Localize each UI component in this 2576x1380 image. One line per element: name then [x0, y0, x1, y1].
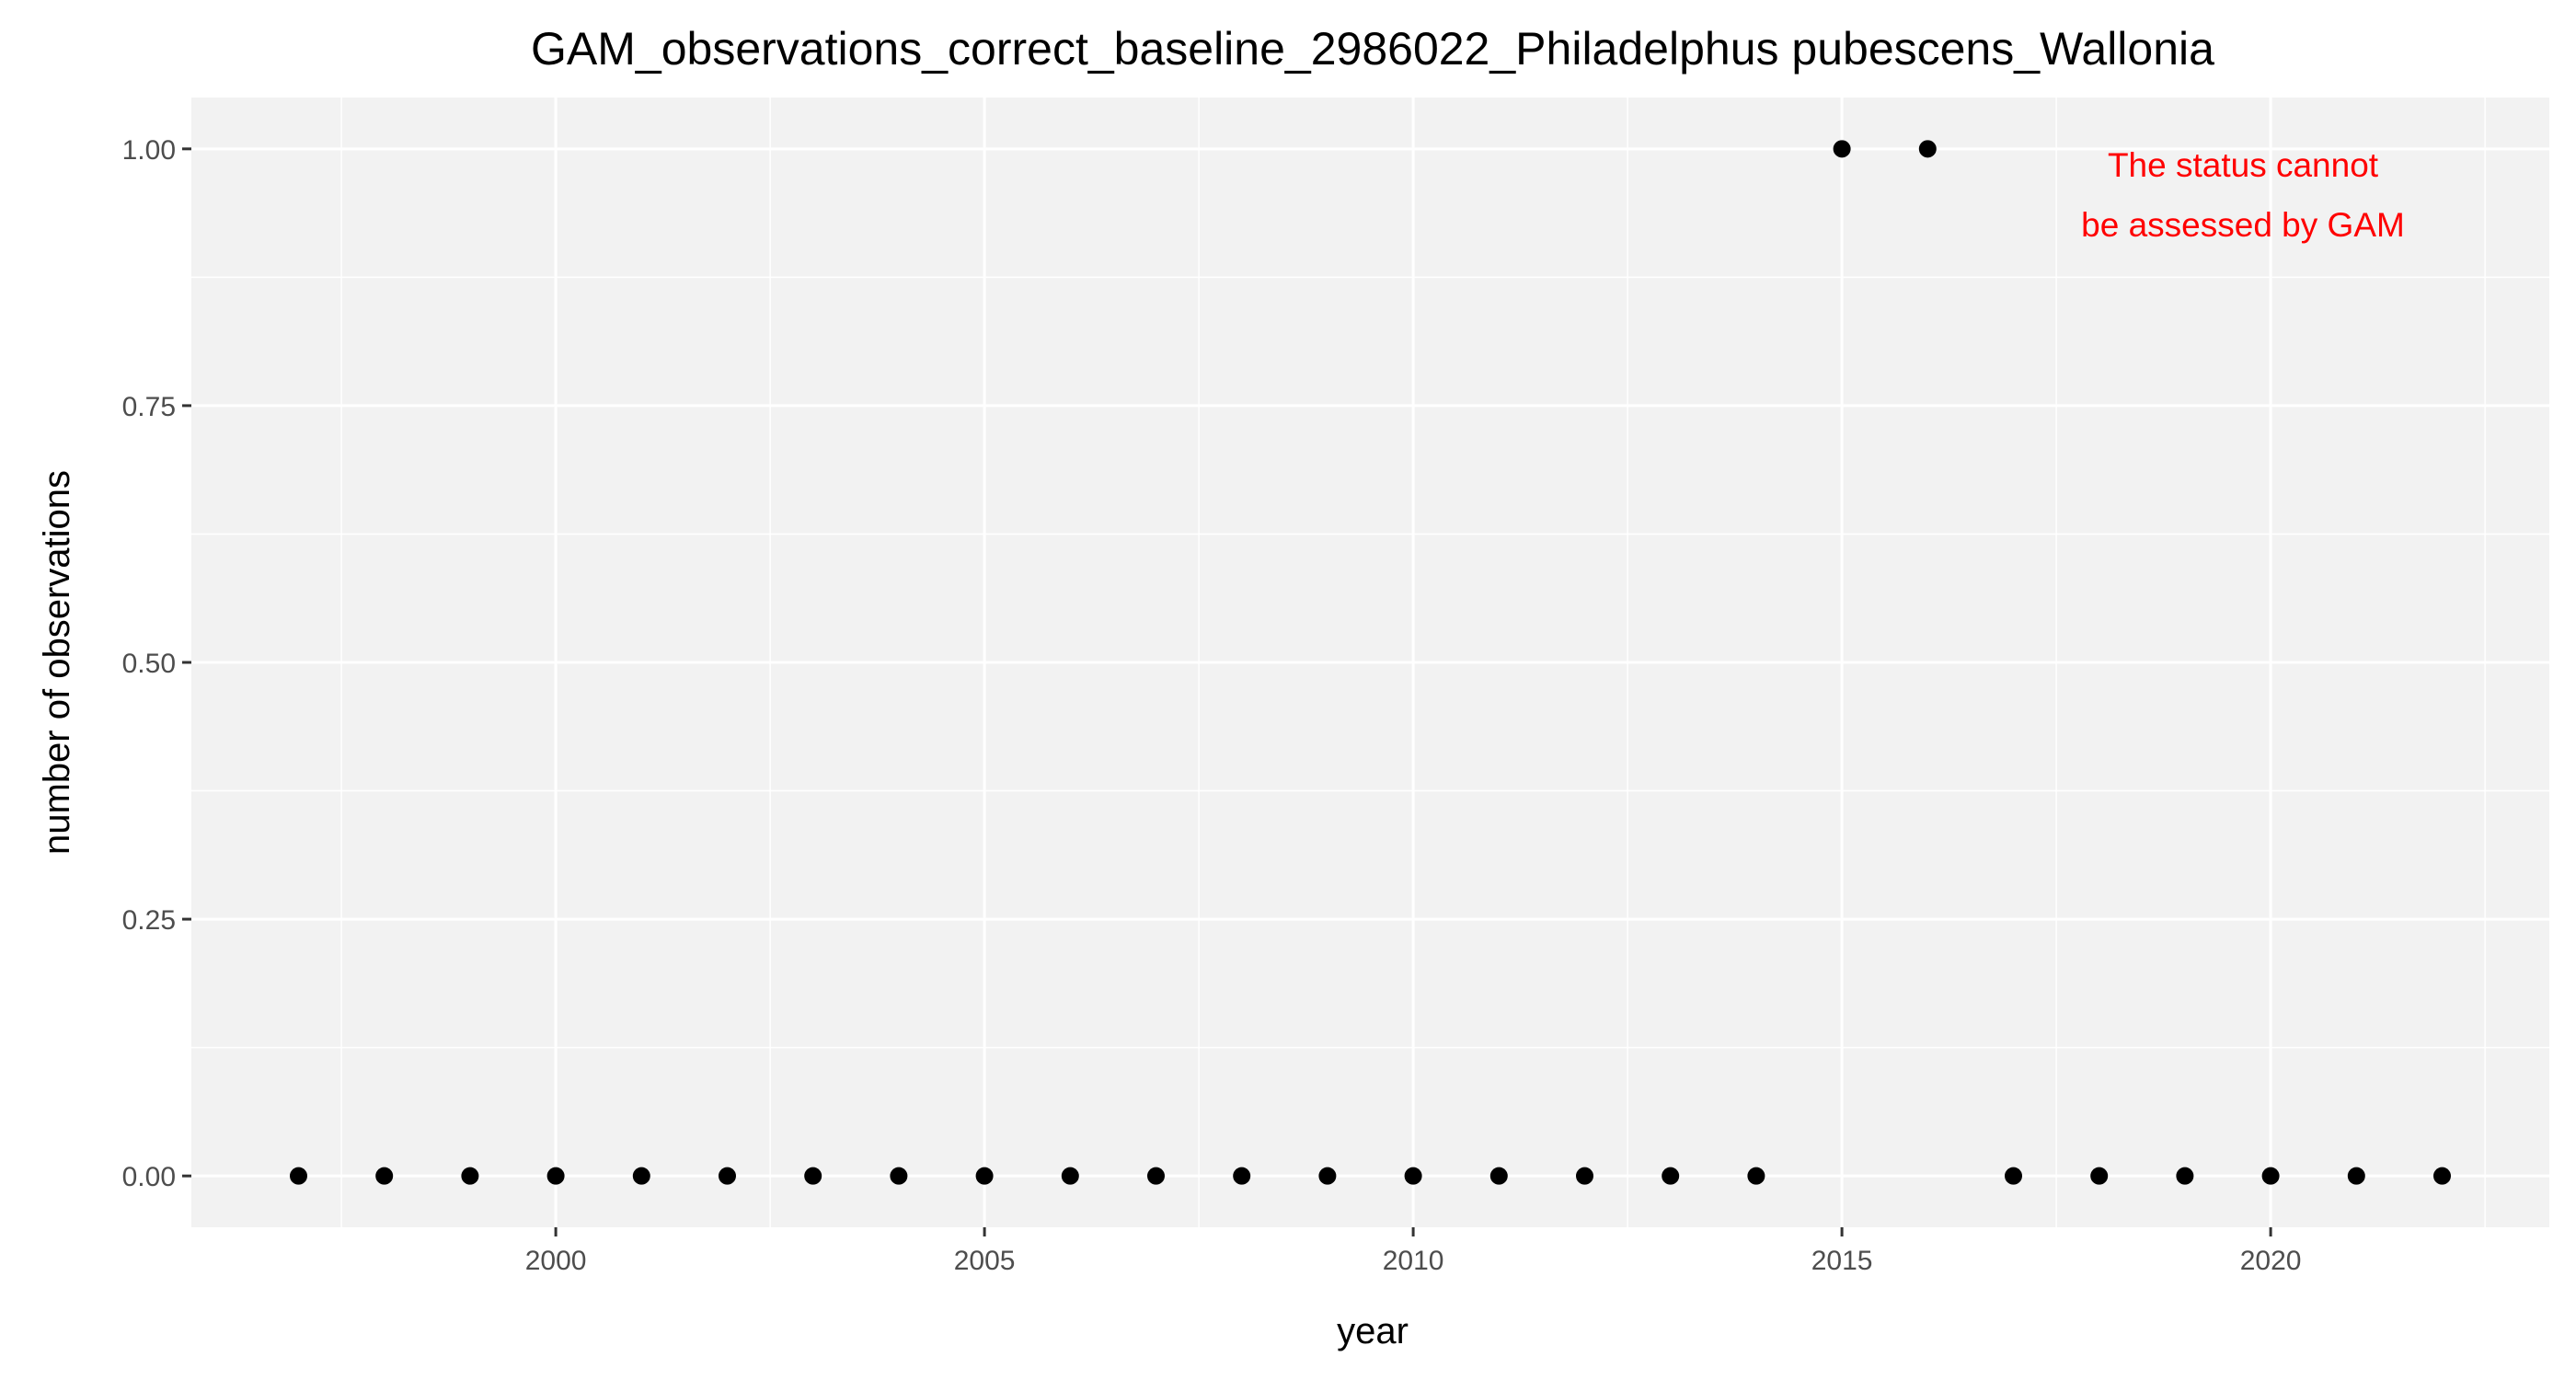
data-point — [1576, 1167, 1593, 1185]
data-point — [1489, 1167, 1508, 1185]
data-point — [1147, 1167, 1165, 1185]
y-tick-label: 0.25 — [122, 905, 176, 936]
x-axis-title: year — [1337, 1311, 1409, 1351]
y-tick-label: 0.00 — [122, 1162, 176, 1192]
data-point — [890, 1167, 908, 1185]
data-point — [1747, 1167, 1765, 1185]
data-point — [2347, 1167, 2365, 1185]
data-point — [375, 1167, 394, 1185]
data-point — [1918, 140, 1937, 158]
major-gridlines — [191, 98, 2549, 1227]
data-point — [975, 1167, 994, 1185]
data-point — [719, 1167, 736, 1185]
data-point — [2261, 1167, 2280, 1185]
data-point — [2176, 1167, 2194, 1185]
y-tick-label: 0.50 — [122, 649, 176, 679]
x-tick-label: 2005 — [954, 1246, 1016, 1276]
annotation: The status cannot be assessed by GAM — [2081, 146, 2405, 244]
x-tick-label: 2010 — [1383, 1246, 1444, 1276]
y-axis: 0.00 0.25 0.50 0.75 1.00 — [122, 135, 191, 1192]
data-point — [2090, 1167, 2109, 1185]
data-point — [1404, 1167, 1422, 1185]
y-tick-label: 1.00 — [122, 135, 176, 166]
data-point — [804, 1167, 822, 1185]
data-point — [2433, 1167, 2451, 1185]
annotation-line-2: be assessed by GAM — [2081, 206, 2405, 244]
plot-panel: The status cannot be assessed by GAM — [191, 98, 2549, 1227]
data-point — [1318, 1167, 1337, 1185]
data-point — [1833, 140, 1851, 158]
x-tick-label: 2000 — [525, 1246, 587, 1276]
data-point — [290, 1167, 307, 1185]
data-point — [1233, 1167, 1251, 1185]
data-point — [546, 1167, 565, 1185]
data-point — [1662, 1167, 1680, 1185]
data-point — [2005, 1167, 2022, 1185]
data-point — [1061, 1167, 1079, 1185]
data-point — [632, 1167, 650, 1185]
y-tick-label: 0.75 — [122, 392, 176, 422]
data-points — [290, 140, 2451, 1185]
x-axis: 2000 2005 2010 2015 2020 — [525, 1227, 2302, 1276]
chart-title: GAM_observations_correct_baseline_298602… — [531, 23, 2214, 75]
data-point — [461, 1167, 479, 1185]
x-tick-label: 2015 — [1811, 1246, 1873, 1276]
annotation-line-1: The status cannot — [2108, 146, 2379, 184]
x-tick-label: 2020 — [2240, 1246, 2302, 1276]
y-axis-title: number of observations — [37, 470, 77, 855]
